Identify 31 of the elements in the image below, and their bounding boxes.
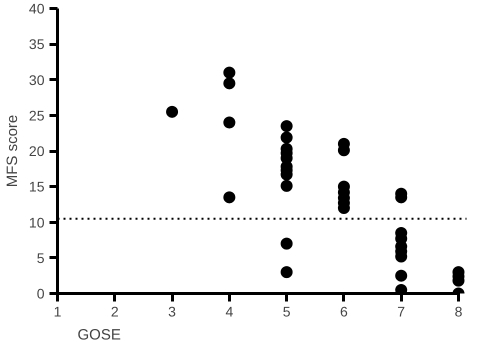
y-axis-title: MFS score: [4, 114, 21, 188]
y-tick-label: 0: [36, 286, 45, 302]
x-tick-label: 4: [225, 304, 234, 320]
y-tick-label: 5: [36, 250, 45, 266]
y-tick-label: 10: [28, 214, 45, 230]
x-tick-label: 6: [340, 304, 348, 320]
point: [280, 266, 293, 278]
point: [395, 284, 408, 294]
point: [223, 77, 236, 90]
x-axis-title: GOSE: [78, 326, 121, 344]
x-tick-label: 5: [282, 304, 291, 320]
point: [223, 191, 236, 204]
point: [280, 180, 293, 192]
point: [395, 270, 408, 282]
point: [223, 66, 236, 79]
point: [280, 238, 293, 250]
point: [280, 131, 293, 144]
x-tick-label: 3: [168, 304, 176, 320]
x-tick-label: 1: [54, 304, 62, 320]
y-tick-label: 15: [28, 178, 45, 195]
y-tick-label: 20: [28, 143, 45, 159]
y-tick-label: 35: [28, 36, 45, 52]
y-tick-label: 30: [28, 72, 45, 88]
x-tick-label: 2: [110, 304, 119, 320]
x-tick-label: 8: [454, 304, 463, 320]
point: [166, 106, 178, 118]
y-tick-label: 25: [28, 107, 45, 124]
point: [280, 120, 293, 132]
y-tick-label: 40: [28, 0, 45, 16]
x-tick-label: 7: [397, 304, 406, 320]
point: [223, 116, 236, 128]
